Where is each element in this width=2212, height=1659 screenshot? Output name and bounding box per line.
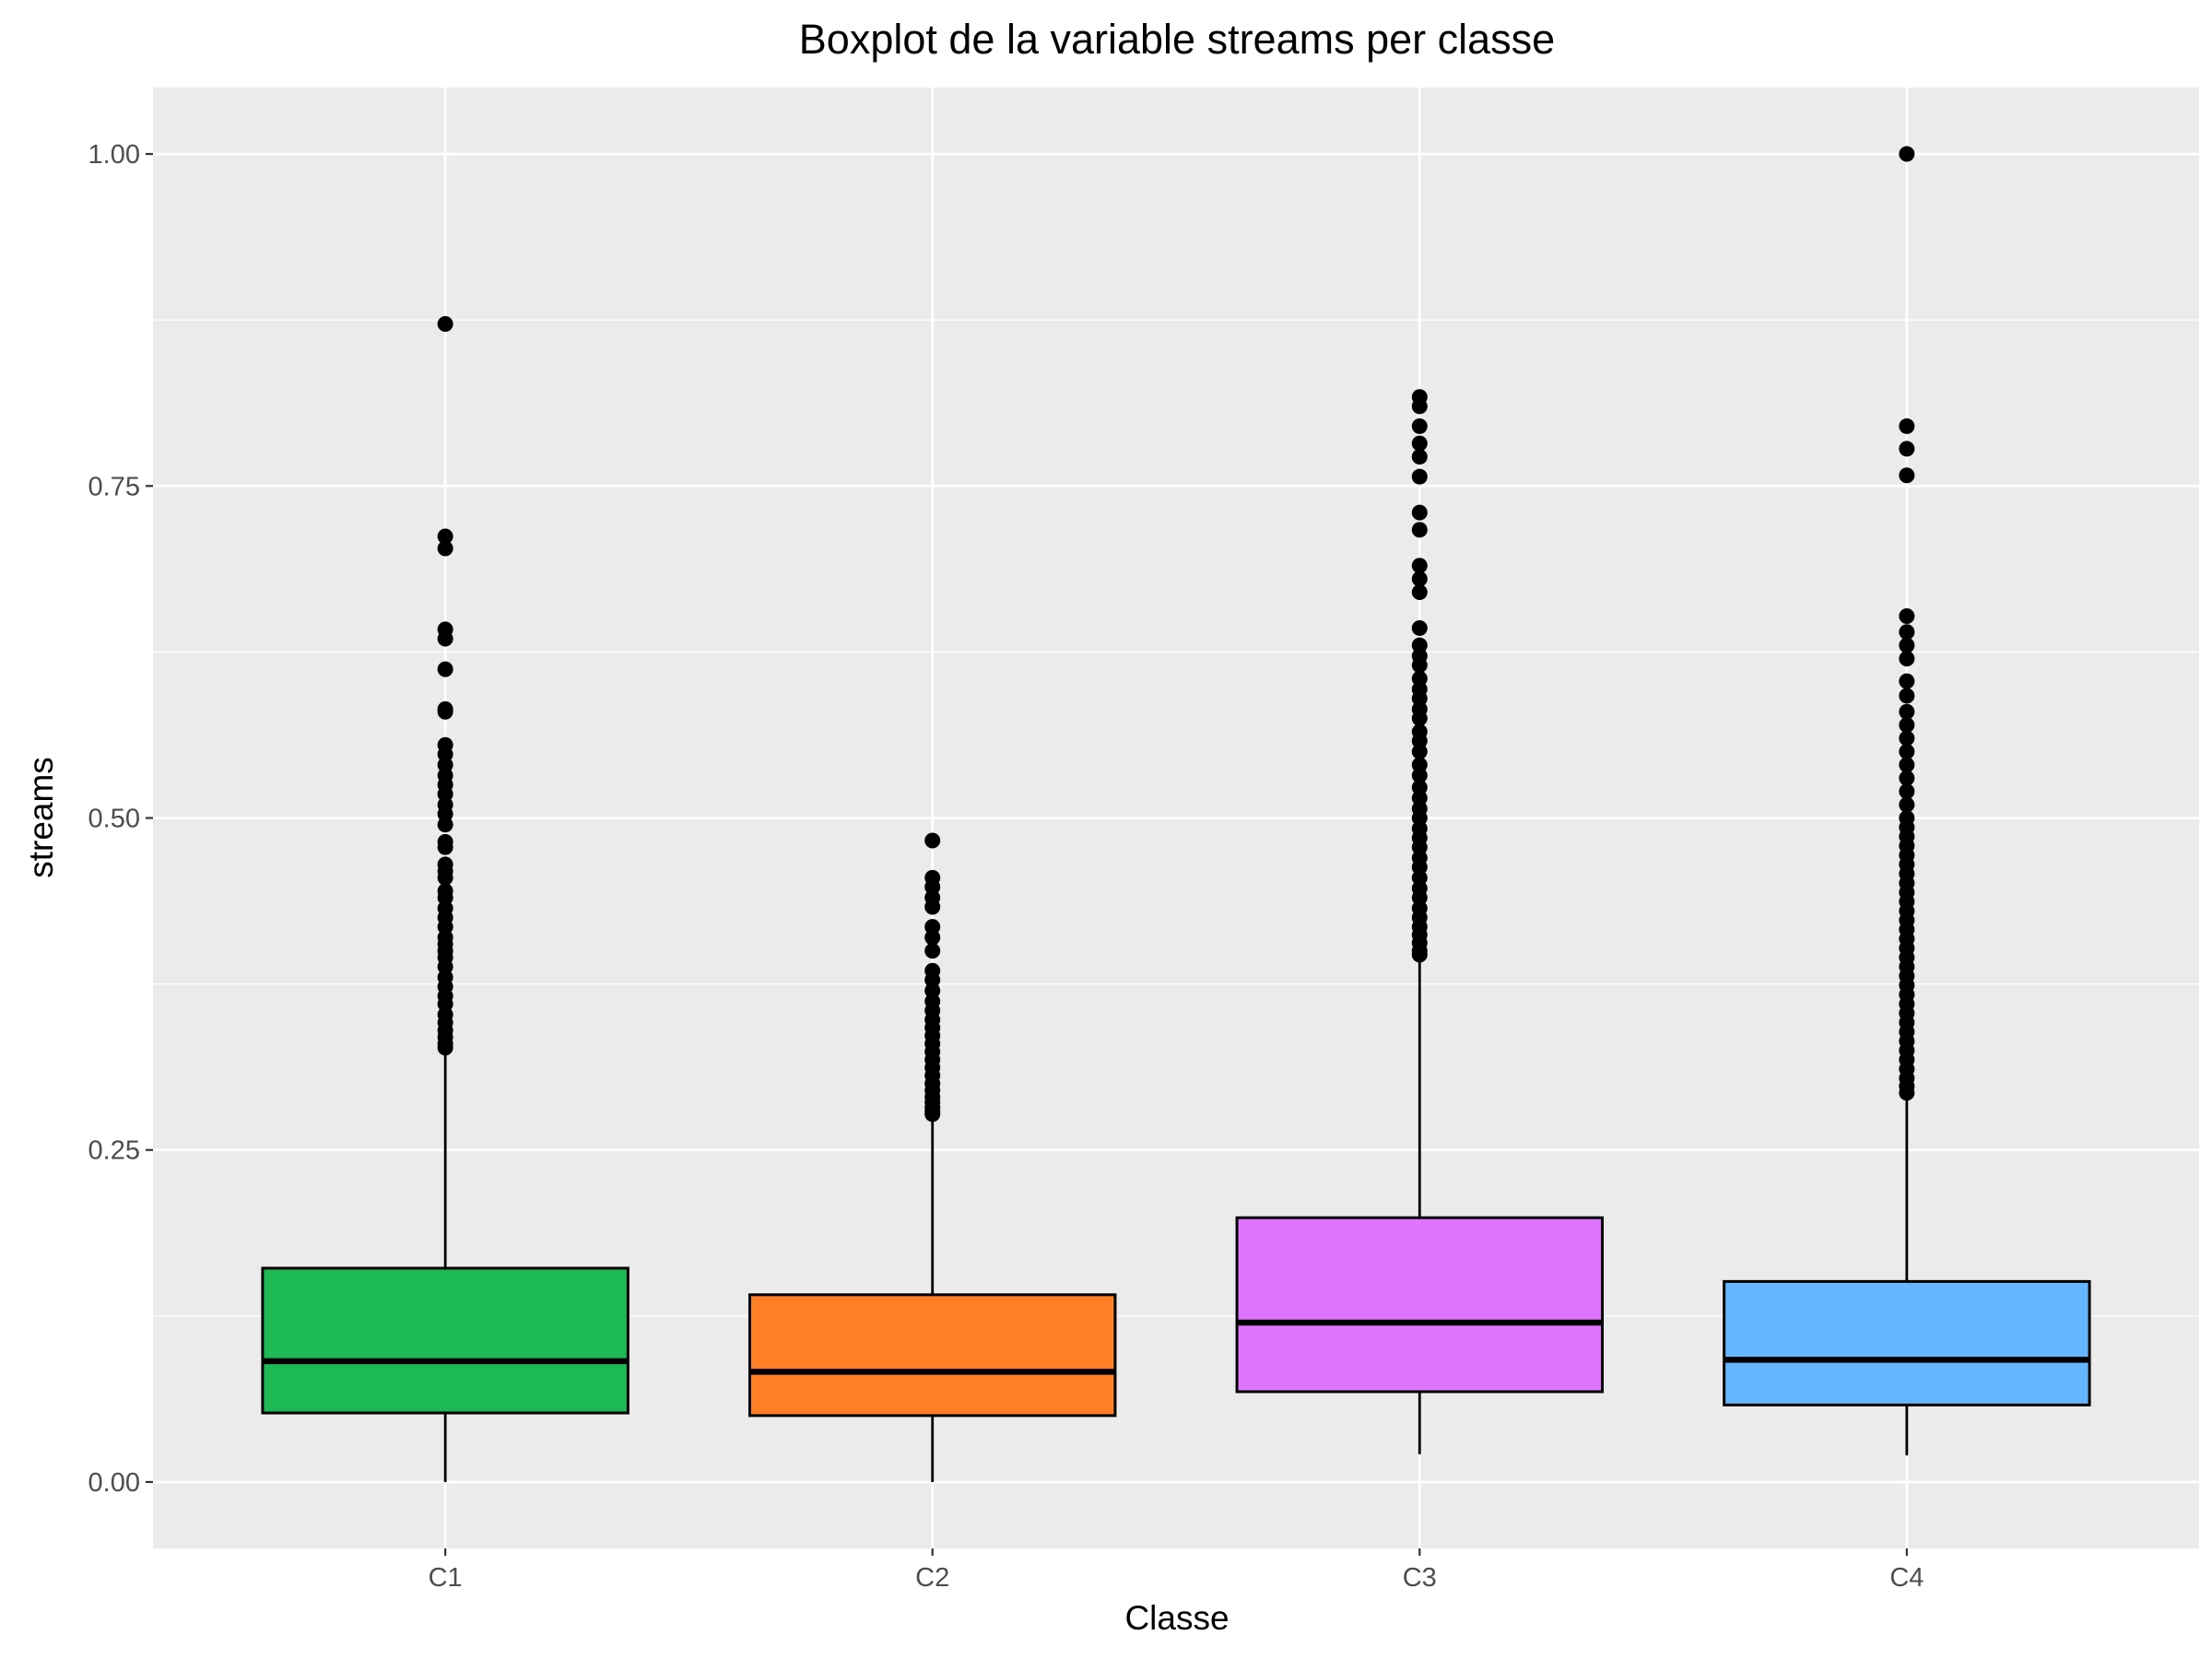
outlier-point [1899,730,1915,747]
outlier-point [1411,571,1428,587]
x-tick-label: C4 [1889,1563,1924,1593]
outlier-point [1899,441,1915,457]
boxes-layer [261,146,2091,1482]
outlier-point [1411,449,1428,465]
outlier-point [1899,1085,1915,1101]
outlier-point [1899,770,1915,786]
outlier-point [1411,767,1428,783]
outlier-point [1899,418,1915,434]
y-tick-label: 0.00 [88,1468,140,1498]
outlier-point [437,817,453,833]
iqr-box [261,1266,629,1415]
outlier-point [1411,522,1428,538]
outlier-point [1899,796,1915,813]
outlier-point [1899,624,1915,641]
outlier-point [1899,637,1915,653]
outlier-point [1899,607,1915,624]
x-tick-label: C2 [915,1563,949,1593]
outlier-point [437,315,453,332]
outlier-point [1899,146,1915,162]
outlier-point [1411,398,1428,415]
outlier-point [437,540,453,557]
x-tick-label: C3 [1403,1563,1437,1593]
y-axis-title: streams [22,757,60,878]
outlier-point [437,839,453,855]
outlier-point [1411,418,1428,434]
box-c3 [1235,389,1604,1454]
iqr-box [748,1293,1117,1418]
outlier-point [1411,619,1428,636]
box-c4 [1723,146,2091,1456]
y-tick-label: 1.00 [88,140,140,170]
outlier-point [1899,688,1915,704]
outlier-point [1899,673,1915,689]
box-c1 [261,315,629,1482]
outlier-point [437,661,453,677]
outlier-point [924,899,941,915]
outlier-point [437,869,453,886]
outlier-point [1411,558,1428,574]
y-axis: 0.00 0.25 0.50 0.75 1.00 [88,140,153,1498]
iqr-box [1235,1216,1604,1394]
outlier-point [437,1040,453,1056]
outlier-point [924,929,941,946]
outlier-point [1899,743,1915,759]
outlier-point [1411,468,1428,485]
outlier-point [924,943,941,959]
iqr-box [1723,1279,2091,1406]
outlier-point [1899,783,1915,800]
outlier-point [437,703,453,720]
box-c2 [748,832,1117,1482]
outlier-point [1411,710,1428,726]
outlier-point [1899,717,1915,734]
outlier-point [1899,467,1915,484]
outlier-point [1411,584,1428,601]
outlier-point [1411,435,1428,452]
y-tick-label: 0.50 [88,805,140,834]
outlier-point [437,630,453,647]
outlier-point [437,528,453,545]
x-axis-title: Classe [1124,1599,1229,1637]
outlier-point [1899,703,1915,720]
outlier-point [1899,651,1915,667]
y-tick-label: 0.75 [88,472,140,501]
chart-title: Boxplot de la variable streams per class… [799,16,1555,63]
outlier-point [1411,657,1428,674]
y-tick-label: 0.25 [88,1136,140,1166]
outlier-point [924,1106,941,1123]
outlier-point [924,832,941,849]
outlier-point [1411,947,1428,963]
outlier-point [1899,757,1915,773]
outlier-point [1411,743,1428,759]
x-axis: C1 C2 C3 C4 [429,1548,1924,1593]
x-tick-label: C1 [429,1563,463,1593]
outlier-point [1411,504,1428,521]
